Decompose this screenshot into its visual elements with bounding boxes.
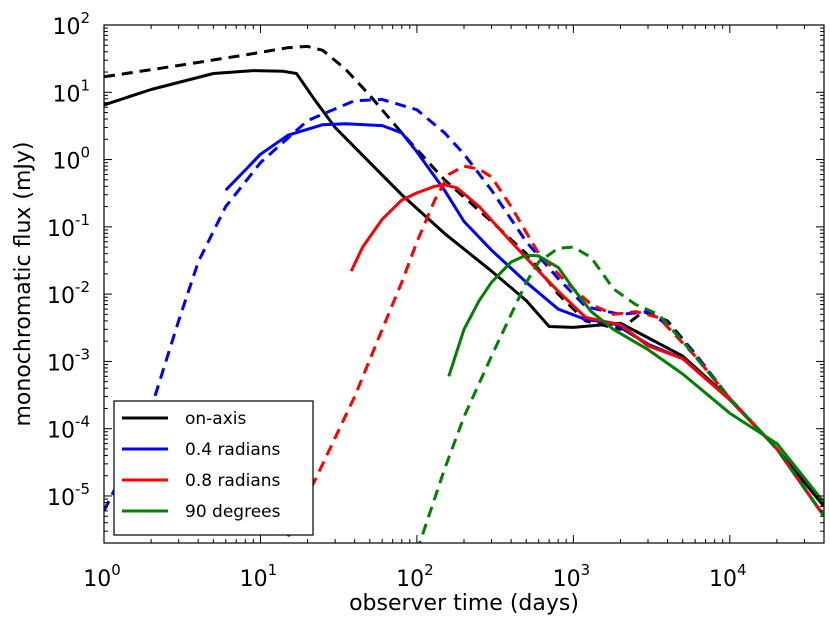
y-tick-label-base: 10 (47, 284, 75, 309)
x-tick-label: 103 (553, 561, 591, 592)
x-tick-label-base: 10 (709, 567, 737, 592)
x-tick-label-exponent: 4 (737, 561, 747, 579)
y-tick-label: 10-2 (47, 278, 90, 309)
y-tick-label-base: 10 (47, 486, 75, 511)
y-tick-label-exponent: -1 (75, 211, 90, 229)
y-tick-label: 10-1 (47, 211, 90, 242)
series-line-0-4-radians-dashed (104, 98, 824, 518)
x-tick-label: 101 (240, 561, 278, 592)
x-tick-label: 102 (396, 561, 434, 592)
y-tick-label-base: 10 (52, 82, 80, 107)
x-tick-label-base: 10 (553, 567, 581, 592)
y-tick-label-exponent: 1 (80, 76, 90, 94)
legend-label: 90 degrees (185, 502, 281, 522)
y-axis-title: monochromatic flux (mJy) (11, 141, 36, 426)
series-line-0-8-radians-dashed (286, 164, 824, 538)
series-line-0-8-radians-solid (349, 183, 824, 518)
series-line-90-degrees-dashed (418, 245, 824, 543)
legend-frame (113, 400, 314, 536)
x-tick-label-exponent: 3 (581, 561, 591, 579)
y-tick-label-base: 10 (52, 150, 80, 175)
y-tick-label: 101 (52, 76, 90, 107)
x-tick-label: 100 (83, 561, 121, 592)
legend-label: 0.4 radians (185, 440, 281, 460)
y-tick-label-exponent: 0 (80, 144, 90, 162)
x-axis-title: observer time (days) (349, 591, 579, 616)
series-line-on-axis-solid (104, 69, 824, 508)
tick-layer: 100 101 102 103 10410-510-410-310-210-110010… (47, 9, 825, 592)
x-tick-label-exponent: 1 (268, 561, 278, 579)
y-tick-label-exponent: 2 (80, 9, 90, 27)
legend: on-axis 0.4 radians 0.8 radians 90 degrees (113, 400, 314, 536)
legend-label: on-axis (185, 409, 247, 429)
y-tick-label-base: 10 (47, 217, 75, 242)
y-tick-label: 10-3 (47, 345, 90, 376)
y-tick-label: 10-4 (47, 413, 90, 444)
x-tick-label-base: 10 (83, 567, 111, 592)
y-tick-label: 100 (52, 144, 90, 175)
y-tick-label: 102 (52, 9, 90, 40)
x-tick-label: 104 (709, 561, 747, 592)
y-tick-label-exponent: -3 (75, 345, 90, 363)
y-tick-label-exponent: -5 (75, 480, 90, 498)
x-tick-label-exponent: 0 (111, 561, 121, 579)
x-tick-label-base: 10 (396, 567, 424, 592)
y-tick-label: 10-5 (47, 480, 90, 511)
y-tick-label-base: 10 (47, 419, 75, 444)
legend-label: 0.8 radians (185, 471, 281, 491)
series-layer (104, 44, 824, 543)
x-tick-label-base: 10 (240, 567, 268, 592)
y-tick-label-exponent: -4 (75, 413, 90, 431)
x-tick-label-exponent: 2 (424, 561, 434, 579)
y-tick-label-base: 10 (52, 15, 80, 40)
y-tick-label-base: 10 (47, 351, 75, 376)
y-tick-label-exponent: -2 (75, 278, 90, 296)
series-line-90-degrees-solid (447, 253, 824, 504)
series-line-0-4-radians-solid (224, 122, 824, 518)
